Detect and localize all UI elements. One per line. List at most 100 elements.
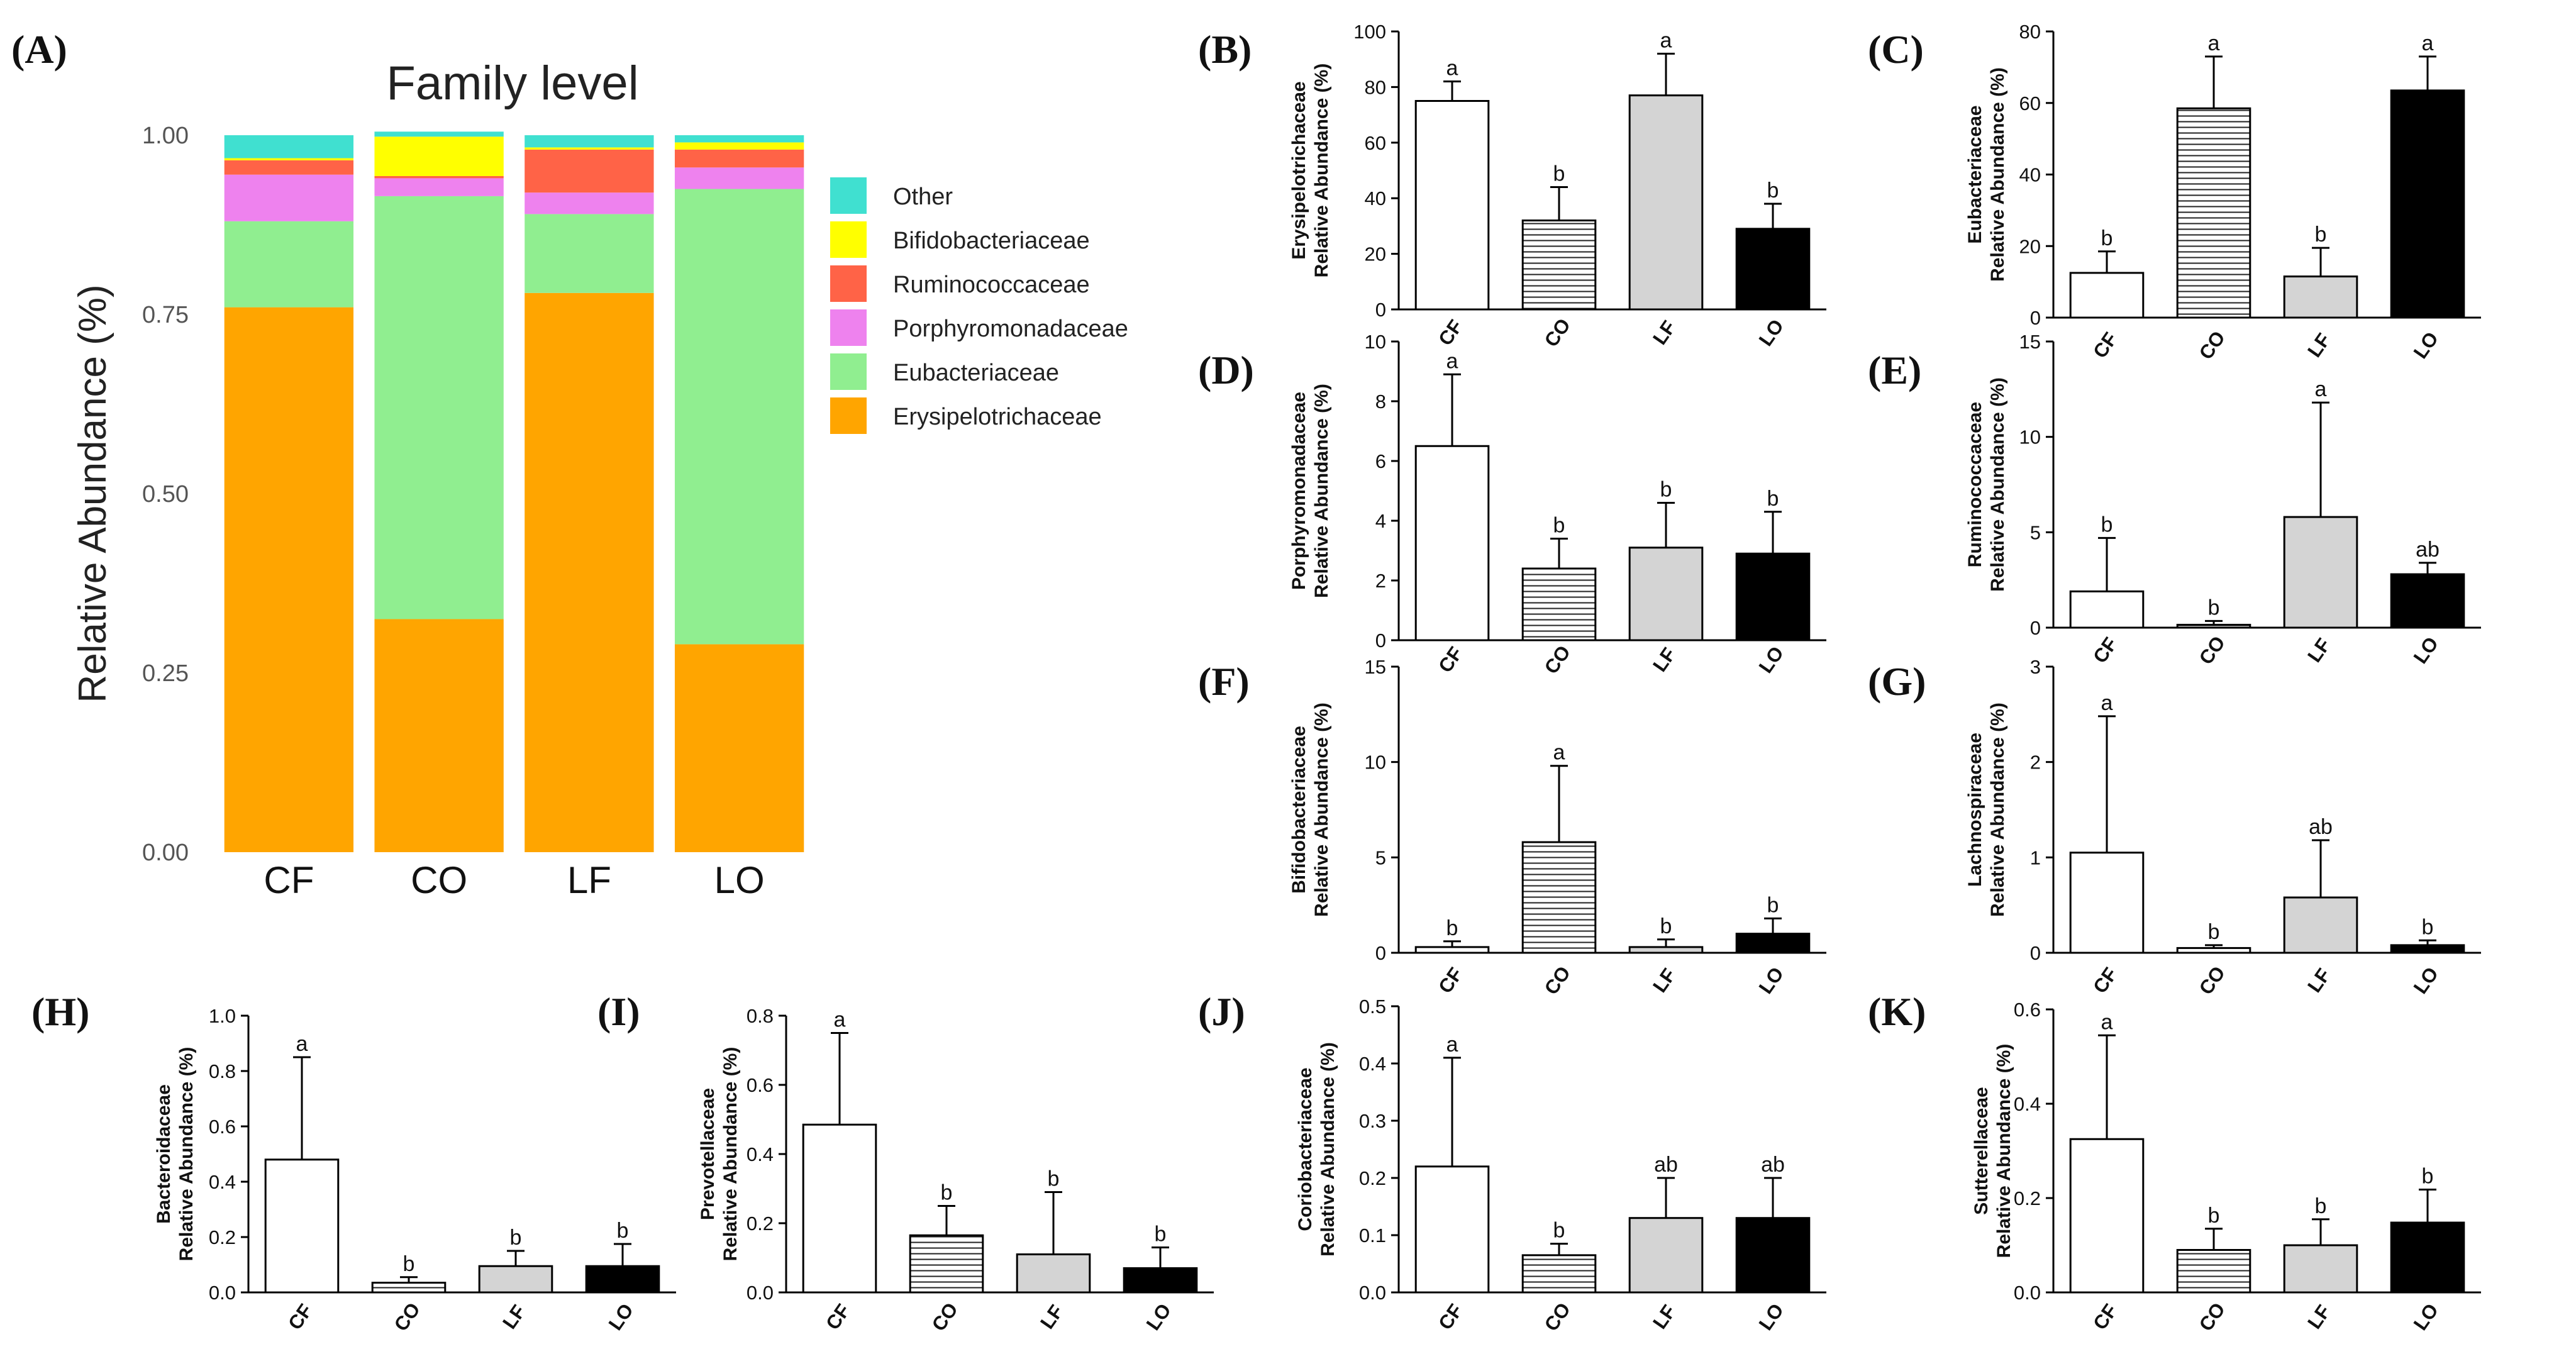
y-axis-label-line1: Eubacteriaceae	[1965, 105, 1985, 243]
y-axis-label-line2: Relative Abundance (%)	[720, 1047, 741, 1262]
y-tick-label: 1.00	[142, 123, 189, 149]
y-tick-label: 0.4	[2014, 1093, 2041, 1115]
x-tick-label: CF	[284, 1300, 316, 1334]
bar	[2283, 1244, 2358, 1294]
y-axis-label-line2: Relative Abundance (%)	[1987, 377, 2008, 592]
significance-letter: b	[1660, 914, 1672, 938]
y-tick-label: 0	[2030, 307, 2041, 329]
panel-k: (K) 0.0 0.2 0.4 0.6 Sutterellaceae Relative Ab…	[1868, 989, 2481, 1335]
bar	[2390, 573, 2465, 629]
panel-letter: (E)	[1868, 348, 1921, 392]
panel-letter: (H)	[31, 989, 89, 1034]
stack-segment	[525, 192, 654, 214]
significance-letter: b	[2208, 920, 2220, 944]
y-tick-label: 0.5	[1359, 996, 1386, 1018]
panel-letter: (D)	[1198, 348, 1254, 392]
y-axis-label-line2: Relative Abundance (%)	[176, 1047, 197, 1262]
stack-segment	[525, 135, 654, 148]
panel-letter: (B)	[1198, 27, 1252, 72]
bar	[1123, 1267, 1198, 1294]
x-tick-label: LO	[2409, 633, 2443, 667]
y-tick-label: 0.0	[2014, 1282, 2041, 1304]
panel-letter-a: (A)	[11, 27, 67, 72]
bar	[1628, 1217, 1704, 1294]
bar	[2069, 1138, 2145, 1294]
legend-swatch	[830, 221, 867, 258]
y-axis-label-line1: Sutterellaceae	[1971, 1087, 1992, 1214]
legend-swatch	[830, 177, 867, 214]
significance-letter: b	[1446, 916, 1458, 940]
x-tick-label: CO	[1540, 1299, 1575, 1335]
x-tick-label: CO	[411, 859, 467, 901]
significance-letter: a	[296, 1032, 308, 1056]
y-axis-label: Relative Abundance (%)	[71, 284, 114, 702]
y-tick-label: 3	[2030, 656, 2041, 678]
stack-segment	[674, 644, 804, 852]
y-axis-label-line1: Bifidobacteriaceae	[1289, 726, 1309, 894]
y-tick-label: 40	[1365, 187, 1386, 209]
y-tick-label: 0	[1375, 942, 1386, 964]
bar	[1016, 1253, 1091, 1294]
y-tick-label: 8	[1375, 391, 1386, 413]
stack-segment	[224, 135, 354, 158]
stack-segment	[674, 189, 804, 645]
significance-letter: a	[1553, 741, 1565, 765]
stack-segment	[224, 307, 354, 853]
y-tick-label: 0.2	[209, 1226, 236, 1248]
x-tick-label: LF	[2303, 1301, 2334, 1333]
bar	[2069, 272, 2145, 319]
x-tick-label: CF	[1434, 643, 1467, 677]
y-axis-label-line1: Coriobacteriaceae	[1295, 1067, 1316, 1231]
significance-letter: ab	[2309, 815, 2333, 839]
y-tick-label: 80	[1365, 76, 1386, 98]
y-tick-label: 2	[1375, 570, 1386, 592]
x-tick-label: LO	[1142, 1299, 1175, 1334]
significance-letter: b	[510, 1226, 522, 1250]
x-tick-label: LO	[1755, 642, 1788, 677]
y-axis-label-line2: Relative Abundance (%)	[1987, 702, 2008, 917]
x-tick-label: LF	[2303, 634, 2334, 666]
y-tick-label: 40	[2019, 164, 2041, 186]
bar	[2390, 89, 2465, 319]
y-tick-label: 15	[2019, 331, 2041, 353]
y-tick-label: 20	[1365, 243, 1386, 265]
stack-segment	[525, 147, 654, 150]
bar	[1628, 94, 1704, 311]
bar	[909, 1234, 984, 1294]
bar	[2390, 944, 2465, 954]
stack-segment	[224, 158, 354, 160]
bar	[1735, 1217, 1811, 1294]
bar	[2069, 590, 2145, 629]
y-axis-label-line1: Prevotellaceae	[697, 1088, 718, 1220]
x-tick-label: CO	[2195, 632, 2229, 669]
y-tick-label: 0.4	[1359, 1053, 1386, 1075]
bar	[264, 1158, 340, 1294]
significance-letter: ab	[1761, 1153, 1785, 1177]
significance-letter: a	[1446, 1033, 1458, 1057]
x-tick-label: CO	[1540, 641, 1575, 678]
y-axis-label-line2: Relative Abundance (%)	[1318, 1042, 1338, 1257]
y-tick-label: 0.0	[209, 1282, 236, 1304]
y-tick-label: 0.25	[142, 660, 189, 687]
significance-letter: b	[403, 1252, 415, 1276]
y-tick-label: 80	[2019, 21, 2041, 43]
y-tick-label: 10	[1365, 752, 1386, 774]
y-tick-label: 0.4	[747, 1143, 774, 1165]
x-tick-label: LF	[567, 859, 611, 901]
panel-d: (D) 0 2 4 6 8 10 Porphyromonadaceae Relative Abu…	[1198, 331, 1826, 678]
panel-j: (J) 0.0 0.1 0.2 0.3 0.4 0.5 Coriobacteriaceae Re…	[1198, 989, 1826, 1335]
bar	[371, 1282, 447, 1294]
panel-a-stacked-chart: Family level Relative Abundance (%) 0.00 0.…	[71, 57, 1128, 901]
bar	[1521, 1254, 1597, 1294]
y-tick-label: 0	[1375, 630, 1386, 652]
legend-label: Erysipelotrichaceae	[893, 404, 1102, 430]
significance-letter: a	[2101, 1010, 2113, 1034]
x-tick-label: CF	[2089, 1300, 2121, 1334]
bar	[2176, 107, 2251, 319]
bar	[2390, 1221, 2465, 1294]
significance-letter: b	[617, 1219, 629, 1243]
panel-letter: (I)	[597, 989, 640, 1034]
x-tick-label: CO	[1540, 962, 1575, 999]
y-tick-label: 0.50	[142, 481, 189, 508]
